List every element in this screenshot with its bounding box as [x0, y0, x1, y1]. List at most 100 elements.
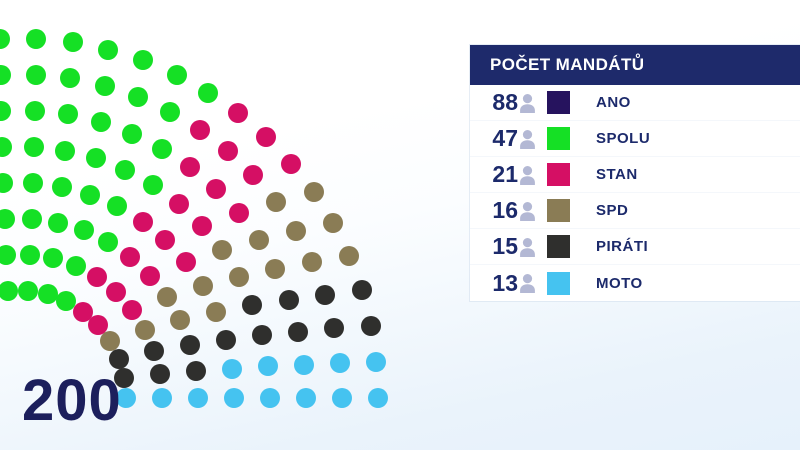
- seat-dot: [189, 119, 210, 140]
- legend-row-moto[interactable]: 13 MOTO: [470, 265, 800, 301]
- seat-dot: [73, 301, 94, 322]
- seat-dot: [0, 100, 12, 121]
- seat-dot: [175, 251, 196, 272]
- person-icon: [520, 274, 535, 293]
- legend-party-label: SPOLU: [596, 130, 651, 147]
- person-icon-wrap: [518, 129, 547, 149]
- seat-dot: [303, 182, 324, 203]
- legend-color-swatch: [547, 127, 570, 150]
- seat-dot: [228, 202, 249, 223]
- seat-dot: [122, 123, 143, 144]
- seat-dot: [37, 284, 58, 305]
- seat-dot: [170, 309, 191, 330]
- seat-dot: [322, 213, 343, 234]
- seat-dot: [222, 358, 242, 379]
- seat-dot: [368, 388, 388, 408]
- seat-dot: [105, 282, 126, 303]
- legend-row-spd[interactable]: 16 SPD: [470, 193, 800, 229]
- seat-dot: [302, 252, 323, 272]
- person-icon-wrap: [518, 165, 547, 185]
- seat-dot: [65, 256, 86, 277]
- person-icon-wrap: [518, 201, 547, 221]
- seat-dot: [85, 148, 106, 169]
- seat-dot: [87, 315, 108, 336]
- seat-dot: [360, 315, 381, 336]
- seat-dot: [166, 64, 187, 85]
- seat-dot: [48, 212, 69, 233]
- seat-dot: [217, 141, 238, 162]
- seat-dot: [285, 221, 306, 241]
- seat-dot: [152, 138, 172, 159]
- seat-dot: [25, 64, 46, 85]
- legend-panel: POČET MANDÁTŮ 88 ANO 47 SPOLU 21 STAN 16 SPD 15 P…: [470, 45, 800, 301]
- legend-seat-count: 15: [492, 233, 518, 259]
- seat-dot: [0, 172, 14, 193]
- seat-dot: [132, 211, 153, 232]
- seat-dot: [51, 176, 72, 197]
- seat-dot: [0, 280, 18, 301]
- seat-dot: [80, 184, 101, 205]
- seat-dot: [351, 280, 372, 301]
- seat-dot: [366, 351, 387, 372]
- seat-dot: [152, 388, 172, 408]
- seat-dot: [168, 193, 189, 214]
- person-icon-wrap: [518, 93, 547, 113]
- seat-dot: [98, 39, 119, 60]
- legend-seat-count: 47: [492, 125, 518, 151]
- legend-color-swatch: [547, 91, 570, 114]
- legend-party-label: ANO: [596, 94, 631, 111]
- seat-dot: [22, 172, 43, 193]
- seat-dot: [60, 68, 81, 89]
- seat-dot: [26, 28, 47, 49]
- person-icon-wrap: [518, 237, 547, 257]
- legend-header: POČET MANDÁTŮ: [470, 45, 800, 85]
- seat-dot: [186, 361, 206, 382]
- seat-dot: [94, 75, 115, 96]
- legend-party-label: STAN: [596, 166, 638, 183]
- seat-dot: [159, 101, 180, 122]
- seat-dot: [252, 325, 273, 346]
- seat-dot: [188, 388, 208, 408]
- seat-dot: [192, 275, 213, 296]
- seat-dot: [216, 329, 236, 350]
- legend-color-swatch: [547, 235, 570, 258]
- seat-dot: [288, 321, 309, 342]
- seat-dot: [265, 191, 286, 212]
- legend-row-piráti[interactable]: 15 PIRÁTI: [470, 229, 800, 265]
- seat-dot: [155, 230, 176, 251]
- seat-dot: [133, 50, 153, 71]
- legend-row-ano[interactable]: 88 ANO: [470, 85, 800, 121]
- seat-dot: [315, 284, 335, 305]
- seat-dot: [206, 301, 227, 322]
- person-icon: [520, 93, 535, 113]
- seat-dot: [0, 136, 13, 157]
- seat-dot: [24, 100, 45, 121]
- total-seats-label: 200: [22, 368, 122, 433]
- legend-row-spolu[interactable]: 47 SPOLU: [470, 121, 800, 157]
- person-icon: [520, 129, 535, 149]
- seat-dot: [0, 244, 17, 265]
- legend-color-swatch: [547, 271, 570, 295]
- seat-dot: [338, 246, 359, 266]
- legend-row-stan[interactable]: 21 STAN: [470, 157, 800, 193]
- seat-dot: [73, 220, 94, 241]
- seat-dot: [23, 136, 44, 157]
- seat-dot: [256, 127, 276, 148]
- seat-dot: [260, 388, 280, 408]
- seat-dot: [243, 165, 264, 186]
- seat-dot: [108, 349, 129, 369]
- seat-dot: [228, 266, 249, 287]
- seat-dot: [198, 82, 219, 103]
- seat-dot: [21, 208, 42, 229]
- seat-dot: [324, 318, 345, 339]
- seat-dot: [90, 112, 111, 133]
- legend-seat-count: 21: [492, 161, 518, 187]
- seat-dot: [0, 208, 15, 229]
- legend-row-list: 88 ANO 47 SPOLU 21 STAN 16 SPD 15 PIRÁTI 13 MOTO: [470, 85, 800, 301]
- seat-dot: [330, 353, 351, 373]
- legend-seat-count: 16: [492, 197, 518, 223]
- seat-dot: [180, 334, 200, 355]
- seat-dot: [278, 289, 299, 310]
- seat-dot: [228, 103, 249, 124]
- seat-dot: [56, 291, 77, 312]
